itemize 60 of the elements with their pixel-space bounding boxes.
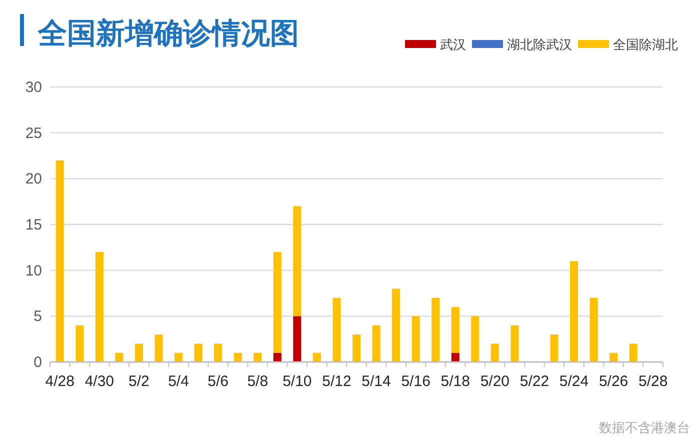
- legend-label: 湖北除武汉: [507, 37, 572, 52]
- bar: [550, 334, 558, 362]
- x-tick-label: 5/16: [401, 373, 430, 390]
- x-tick-label: 4/30: [84, 373, 114, 390]
- bar: [332, 298, 341, 362]
- text: 数据不含港澳台: [599, 420, 690, 435]
- bar: [352, 334, 360, 362]
- x-tick-label: 5/22: [520, 373, 550, 390]
- y-tick-label: 5: [34, 308, 42, 326]
- x-tick-label: 5/26: [598, 373, 628, 390]
- y-tick-label: 0: [34, 354, 42, 371]
- bar: [629, 344, 638, 362]
- bar: [76, 325, 84, 362]
- bar: [293, 206, 302, 316]
- x-tick-label: 5/12: [322, 373, 352, 390]
- bar: [134, 344, 143, 362]
- bar: [95, 252, 104, 362]
- bar: [312, 352, 321, 362]
- bar: [510, 325, 519, 362]
- bar: [234, 352, 242, 362]
- x-tick-label: 5/10: [282, 373, 312, 390]
- bar: [471, 316, 480, 362]
- x-tick-label: 5/20: [480, 373, 510, 390]
- bar: [392, 288, 400, 362]
- y-tick-label: 15: [25, 216, 42, 234]
- bar: [154, 334, 163, 362]
- bar: [174, 352, 183, 362]
- y-tick-label: 30: [25, 79, 42, 96]
- bar: [115, 352, 124, 362]
- bar: [432, 298, 440, 362]
- bar: [214, 344, 222, 362]
- y-tick-label: 10: [25, 262, 42, 280]
- bar: [412, 316, 420, 362]
- legend-label: 全国除湖北: [613, 37, 678, 52]
- x-tick-label: 5/18: [440, 373, 470, 390]
- bar: [610, 352, 618, 362]
- bar: [254, 352, 262, 362]
- bar: [451, 307, 460, 353]
- x-tick-label: 5/4: [168, 373, 189, 390]
- x-tick-label: 5/6: [208, 373, 229, 390]
- bar: [273, 352, 282, 362]
- bar: [372, 325, 380, 362]
- x-tick-label: 4/28: [45, 373, 74, 390]
- x-tick-label: 5/24: [559, 373, 589, 390]
- bar: [490, 344, 499, 362]
- legend-label: 武汉: [440, 37, 466, 52]
- bar: [590, 298, 598, 362]
- bar: [570, 261, 578, 362]
- bar: [273, 252, 282, 353]
- x-tick-label: 5/2: [128, 373, 150, 390]
- y-tick-label: 25: [25, 124, 42, 142]
- y-tick-label: 20: [25, 170, 42, 188]
- x-tick-label: 5/28: [638, 373, 668, 390]
- bar: [194, 344, 202, 362]
- x-tick-label: 5/14: [362, 373, 391, 390]
- bar: [451, 352, 460, 362]
- bar: [56, 160, 64, 362]
- chart-title: 全国新增确诊情况图: [37, 17, 299, 50]
- x-tick-label: 5/8: [247, 373, 268, 390]
- bar: [293, 316, 302, 362]
